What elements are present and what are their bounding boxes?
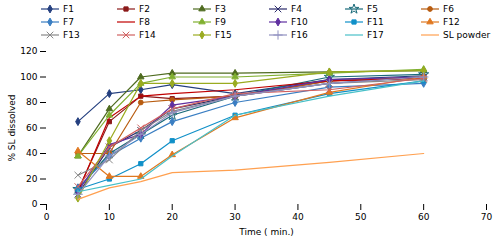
svg-text:60: 60: [418, 212, 430, 222]
svg-text:20: 20: [166, 212, 178, 222]
html-text:F11: F11: [367, 17, 384, 27]
html-text:F14: F14: [139, 30, 156, 40]
svg-text:40: 40: [292, 212, 304, 222]
html-text:F7: F7: [63, 17, 74, 27]
html-text:F5: F5: [367, 4, 378, 14]
html-text:F1: F1: [63, 4, 74, 14]
html-text:F4: F4: [291, 4, 302, 14]
svg-text:% SL dissolved: % SL dissolved: [7, 94, 17, 161]
svg-text:80: 80: [26, 97, 38, 107]
svg-text:70: 70: [481, 212, 493, 222]
html-text:F17: F17: [367, 30, 384, 40]
html-text:F3: F3: [215, 4, 226, 14]
svg-text:50: 50: [355, 212, 367, 222]
svg-text:10: 10: [104, 212, 116, 222]
svg-text:0: 0: [32, 199, 38, 209]
svg-text:20: 20: [26, 174, 38, 184]
html-text:SL powder: SL powder: [443, 30, 491, 40]
svg-text:120: 120: [20, 46, 37, 56]
html-text:F12: F12: [443, 17, 460, 27]
html-text:F15: F15: [215, 30, 232, 40]
html-text:F10: F10: [291, 17, 308, 27]
svg-text:40: 40: [26, 148, 38, 158]
html-text:F8: F8: [139, 17, 150, 27]
html-text:F9: F9: [215, 17, 226, 27]
html-text:F13: F13: [63, 30, 80, 40]
svg-text:100: 100: [20, 72, 37, 82]
html-text:F2: F2: [139, 4, 150, 14]
svg-text:0: 0: [44, 212, 50, 222]
html-text:F16: F16: [291, 30, 308, 40]
svg-text:60: 60: [26, 123, 38, 133]
html-text:F6: F6: [443, 4, 454, 14]
svg-text:30: 30: [229, 212, 241, 222]
svg-text:Time ( min.): Time ( min.): [238, 227, 294, 237]
